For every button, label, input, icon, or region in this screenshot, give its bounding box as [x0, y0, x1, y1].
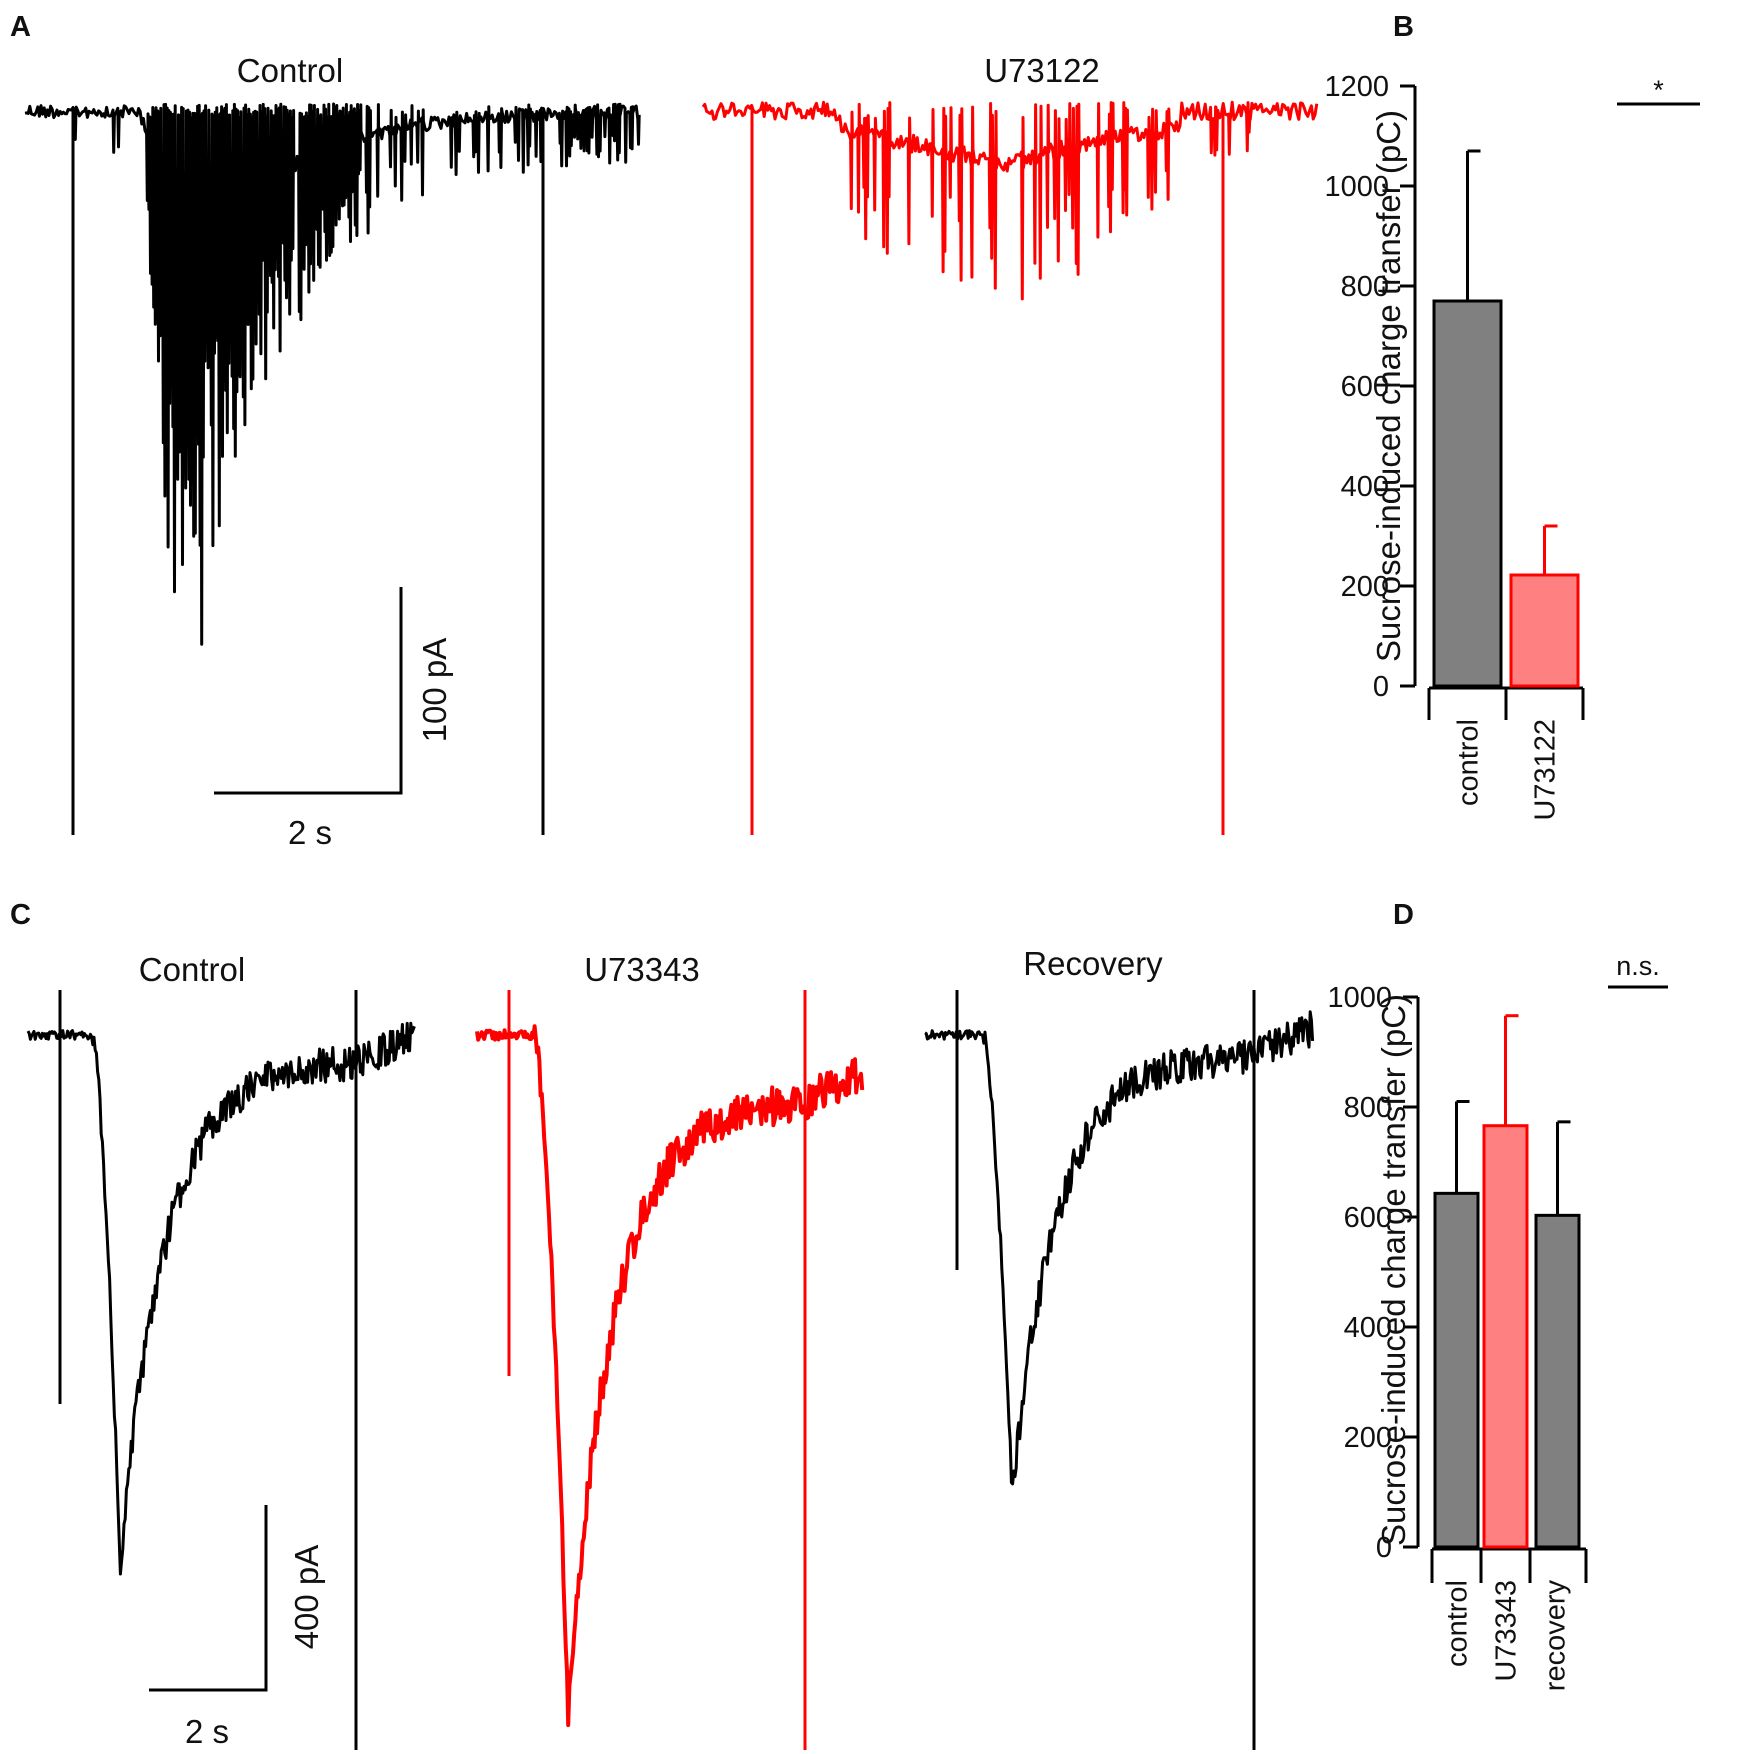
panel-a-u73122-title: U73122 — [984, 52, 1100, 89]
panel-d-y-axis-label: Sucrose-induced charge transfer (pC) — [1375, 994, 1412, 1546]
panel-c-current-scale-label: 400 pA — [288, 1545, 325, 1650]
panel-c-recovery-title: Recovery — [1023, 945, 1163, 982]
panel-d-y-tick-label: 1000 — [1327, 982, 1392, 1014]
panel-b-category-label: control — [1453, 719, 1485, 806]
panel-a-control-trace — [24, 102, 641, 646]
panel-b-bar-u73122 — [1509, 573, 1580, 688]
panel-d-bar-control — [1433, 1191, 1480, 1549]
panel-b-bar-control — [1432, 299, 1503, 688]
panel-b-y-axis-label: Sucrose-induced charge transfer (pC) — [1370, 110, 1407, 662]
panel-c-time-scale-label: 2 s — [185, 1713, 229, 1750]
panel-a-scalebar: 2 s 100 pA — [214, 587, 453, 851]
panel-b-category-label: U73122 — [1530, 719, 1562, 821]
panel-c: Control U73343 Recovery 2 s 400 pA — [26, 945, 1315, 1750]
panel-d-significance-label: n.s. — [1616, 951, 1660, 981]
panel-b-y-tick-label: 1000 — [1324, 171, 1389, 203]
panel-a-time-scale-label: 2 s — [288, 814, 332, 851]
panel-letter-b: B — [1393, 11, 1414, 43]
panel-a-u73122-trace — [701, 100, 1319, 301]
panel-letter-a: A — [10, 11, 31, 43]
panel-d-category-label: recovery — [1540, 1580, 1572, 1692]
panel-b-y-tick-label: 600 — [1341, 371, 1389, 403]
panel-c-u73343-trace — [475, 1024, 865, 1728]
panel-d-bar-recovery — [1534, 1213, 1581, 1549]
panel-b-y-tick-label: 200 — [1341, 571, 1389, 603]
panel-a-control-title: Control — [237, 52, 343, 89]
panel-c-control-trace — [26, 1021, 416, 1576]
panel-c-scalebar-lines — [149, 1505, 268, 1692]
panel-letter-c: C — [10, 899, 31, 931]
panel-d-y-tick-label: 400 — [1344, 1312, 1392, 1344]
panel-d-y-tick-label: 600 — [1344, 1202, 1392, 1234]
panel-d-bar-u73343 — [1482, 1124, 1529, 1549]
panel-b-y-tick-label: 400 — [1341, 471, 1389, 503]
panel-b-bar-chart: 0 200 400 600 800 1000 1200 Sucrose-induced cha… — [1324, 71, 1700, 821]
panel-d-y-tick-label: 0 — [1376, 1532, 1392, 1564]
panel-a: Control U73122 2 s 100 pA — [24, 52, 1319, 851]
panel-d-category-label: U73343 — [1491, 1580, 1523, 1682]
panel-c-scalebar: 2 s 400 pA — [149, 1505, 325, 1750]
panel-c-recovery-trace — [924, 1010, 1315, 1486]
panel-b-significance-label: * — [1653, 75, 1664, 105]
panel-d-y-tick-label: 200 — [1344, 1422, 1392, 1454]
panel-d-category-label: control — [1442, 1580, 1474, 1667]
panel-c-control-title: Control — [139, 951, 245, 988]
panel-letter-d: D — [1393, 899, 1414, 931]
panel-a-scalebar-lines — [214, 587, 403, 795]
panel-c-u73343-title: U73343 — [584, 951, 700, 988]
panel-b-y-tick-label: 800 — [1341, 271, 1389, 303]
panel-b-y-tick-label: 1200 — [1324, 71, 1389, 103]
panel-a-current-scale-label: 100 pA — [416, 638, 453, 743]
panel-d-y-tick-label: 800 — [1344, 1092, 1392, 1124]
panel-b-y-tick-label: 0 — [1373, 671, 1389, 703]
